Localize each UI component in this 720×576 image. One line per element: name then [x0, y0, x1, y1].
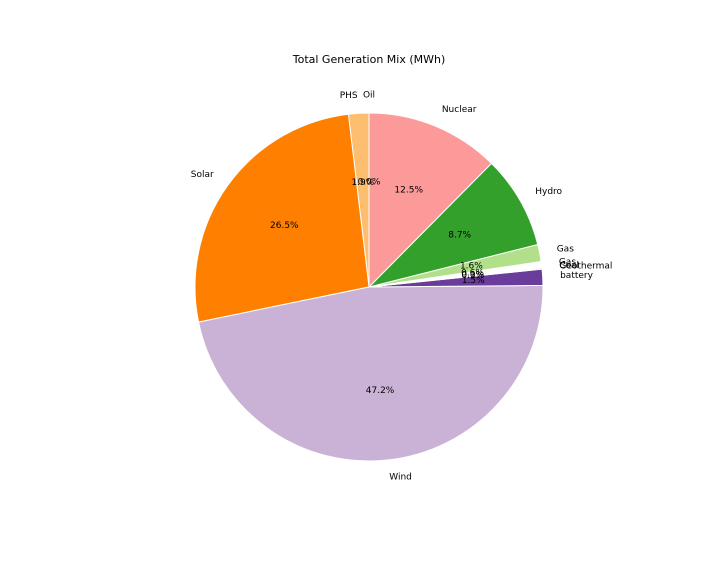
pie-percent-label-oil-0: 0.0%: [358, 178, 381, 188]
pie-outer-label-battery-4: battery: [560, 271, 594, 281]
pie-outer-label-gas-7: Gas: [559, 258, 576, 268]
pie-percent-label-battery-4: 1.5%: [462, 276, 485, 286]
pie-slice-nuclear-10: [368, 112, 493, 289]
pie-outer-label-wind-3: Wind: [389, 472, 412, 482]
pie-percent-label-hydro-9: 8.7%: [448, 230, 471, 240]
pie-slice-wind-3: [197, 284, 544, 462]
pie-outer-label-oil-0: Oil: [363, 91, 375, 101]
pie-percent-label-wind-3: 47.2%: [366, 386, 395, 396]
pie-percent-label-gas-8: 1.6%: [460, 262, 483, 272]
pie-slice-solar-2: [194, 113, 370, 323]
pie-percent-label-gas-7: 0.6%: [461, 269, 484, 279]
pie-percent-label-geothermal-5: 0.1%: [461, 271, 484, 281]
pie-percent-label-phs-1: 1.9%: [351, 178, 374, 188]
pie-outer-label-phs-1: PHS: [340, 91, 358, 101]
pie-slices: [194, 112, 544, 462]
pie-outer-label-hydro-9: Hydro: [535, 187, 562, 197]
pie-outer-label-solar-2: Solar: [191, 170, 214, 180]
pie-percent-label-nuclear-10: 12.5%: [394, 185, 423, 195]
chart-title: Total Generation Mix (MWh): [292, 53, 446, 66]
pie-outer-label-coal-6: Coal: [559, 261, 579, 271]
pie-percent-label-coal-6: 0.0%: [461, 271, 484, 281]
pie-outer-label-gas-8: Gas: [557, 245, 574, 255]
pie-outer-label-geothermal-5: Geothermal: [559, 262, 612, 272]
pie-slice-hydro-9: [367, 162, 539, 288]
pie-percent-label-solar-2: 26.5%: [270, 221, 299, 231]
pie-outer-label-nuclear-10: Nuclear: [442, 105, 477, 115]
pie-percent-labels: 0.0%1.9%26.5%47.2%1.5%0.1%0.0%0.6%1.6%8.…: [270, 178, 485, 396]
pie-outer-labels: OilPHSSolarWindbatteryGeothermalCoalGasG…: [191, 91, 613, 483]
